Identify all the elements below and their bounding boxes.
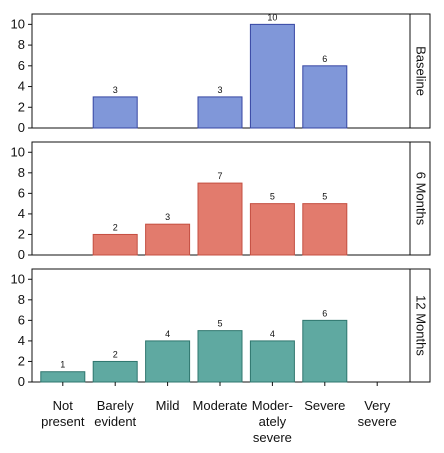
bar-label-1-4: 5 <box>270 192 275 202</box>
6-months-panel: 6 Months 0 2 4 6 8 10 2 3 7 5 5 <box>11 141 431 262</box>
x-category-line-4-0: Moder- <box>252 398 293 413</box>
bar-label-0-3: 3 <box>217 85 222 95</box>
2-facet-strip <box>409 268 431 383</box>
bar-label-0-4: 10 <box>267 12 277 22</box>
x-category-label-5: Severe <box>304 398 345 413</box>
x-category-line-6-0: Very <box>364 398 391 413</box>
0-facet-strip <box>409 13 431 129</box>
y-tick-label-2-4: 4 <box>18 333 25 348</box>
y-tick-label-2-10: 10 <box>11 271 25 286</box>
y-tick-label-1-2: 2 <box>18 226 25 241</box>
y-tick-label-1-8: 8 <box>18 165 25 180</box>
y-tick-label-2-0: 0 <box>18 374 25 389</box>
x-category-line-6-1: severe <box>358 414 397 429</box>
bar-2-4 <box>249 340 295 383</box>
y-tick-label-1-4: 4 <box>18 206 25 221</box>
y-tick-label-0-4: 4 <box>18 79 25 94</box>
x-axis: Not present Barely evident Mild Moderate Moder… <box>41 382 397 445</box>
x-category-line-2-0: Mild <box>156 398 180 413</box>
bar-label-1-2: 3 <box>165 212 170 222</box>
bar-label-2-3: 5 <box>217 319 222 329</box>
x-category-line-1-0: Barely <box>97 398 134 413</box>
bar-label-2-1: 2 <box>113 349 118 359</box>
y-tick-label-0-6: 6 <box>18 58 25 73</box>
1-facet-strip <box>409 141 431 256</box>
x-category-line-0-0: Not <box>53 398 74 413</box>
bar-label-2-0: 1 <box>60 360 65 370</box>
bar-label-2-2: 4 <box>165 329 170 339</box>
bar-2-5 <box>302 319 348 383</box>
y-tick-label-0-2: 2 <box>18 99 25 114</box>
x-category-label-0: Not present <box>41 398 85 429</box>
bar-2-2 <box>145 340 191 383</box>
1-facet-label: 6 Months <box>414 172 429 226</box>
bar-0-3 <box>197 96 243 129</box>
bar-label-1-3: 7 <box>217 171 222 181</box>
bar-label-1-5: 5 <box>322 192 327 202</box>
y-tick-label-0-0: 0 <box>18 120 25 135</box>
bar-0-1 <box>92 96 138 129</box>
x-category-line-3-0: Moderate <box>193 398 248 413</box>
x-category-label-6: Very severe <box>358 398 397 429</box>
y-tick-label-2-8: 8 <box>18 292 25 307</box>
x-category-line-1-1: evident <box>94 414 136 429</box>
x-category-line-4-1: ately <box>259 414 287 429</box>
x-category-line-4-2: severe <box>253 430 292 445</box>
bar-label-2-5: 6 <box>322 308 327 318</box>
x-category-line-0-1: present <box>41 414 85 429</box>
bar-label-0-1: 3 <box>113 85 118 95</box>
bar-2-0 <box>40 371 86 383</box>
bar-0-4 <box>249 23 295 129</box>
bar-0-5 <box>302 65 348 129</box>
bar-label-1-1: 2 <box>113 222 118 232</box>
bar-label-0-5: 6 <box>322 54 327 64</box>
x-category-line-5-0: Severe <box>304 398 345 413</box>
x-category-label-4: Moder-ately severe <box>252 398 293 445</box>
bar-2-1 <box>92 360 138 383</box>
bar-2-3 <box>197 330 243 383</box>
y-tick-label-2-6: 6 <box>18 312 25 327</box>
y-tick-label-1-0: 0 <box>18 247 25 262</box>
y-tick-label-1-6: 6 <box>18 185 25 200</box>
x-category-label-3: Moderate <box>193 398 248 413</box>
x-category-label-1: Barely evident <box>94 398 136 429</box>
y-tick-label-0-10: 10 <box>11 16 25 31</box>
baseline-panel: Baseline 0 2 4 6 8 10 3 3 10 6 <box>11 12 431 135</box>
y-tick-label-1-10: 10 <box>11 144 25 159</box>
bar-1-1 <box>92 233 138 256</box>
bar-1-5 <box>302 203 348 256</box>
0-facet-label: Baseline <box>414 46 429 96</box>
x-category-label-2: Mild <box>156 398 180 413</box>
bar-1-4 <box>249 203 295 256</box>
2-facet-label: 12 Months <box>414 295 429 356</box>
bar-1-3 <box>197 182 243 256</box>
bar-1-2 <box>145 223 191 256</box>
bar-label-2-4: 4 <box>270 329 275 339</box>
y-tick-label-0-8: 8 <box>18 37 25 52</box>
y-tick-label-2-2: 2 <box>18 353 25 368</box>
